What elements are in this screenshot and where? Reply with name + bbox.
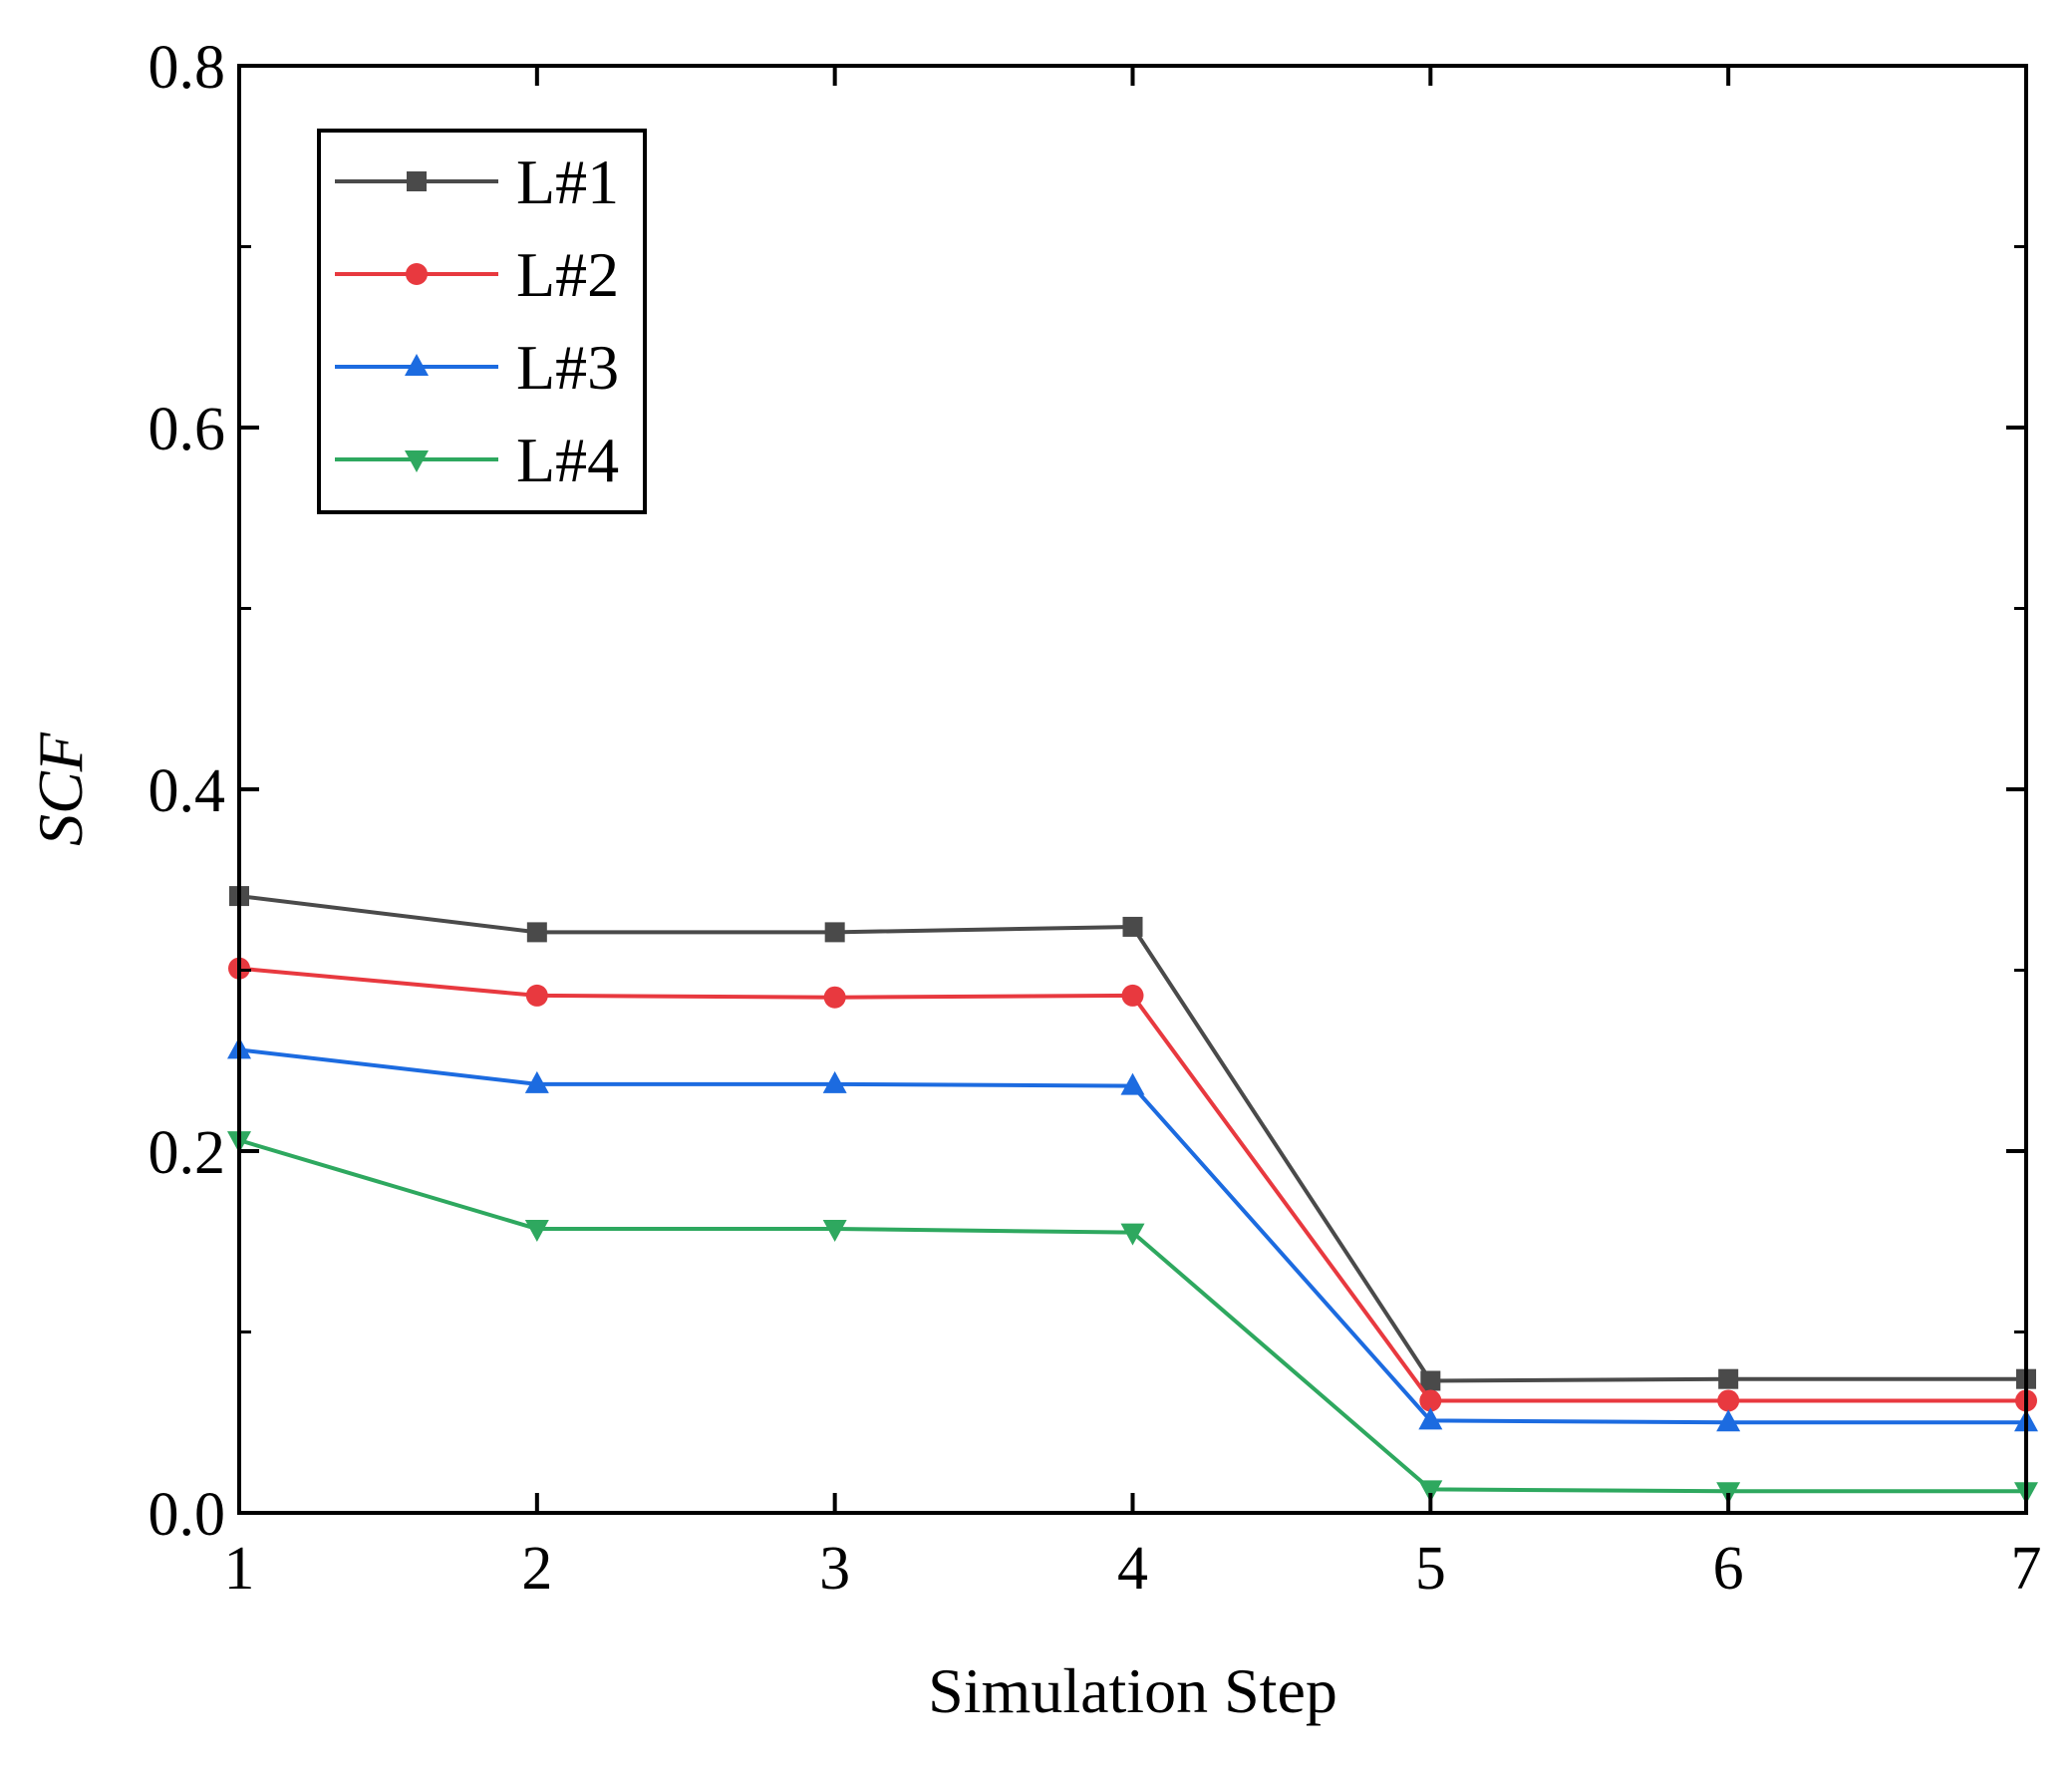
x-tick-label-6: 6 [1713, 1535, 1744, 1603]
legend-marker-1 [407, 171, 427, 191]
series-layer [227, 886, 2038, 1505]
data-point-s2-x2 [525, 984, 548, 1007]
x-tick-label-3: 3 [819, 1535, 850, 1603]
legend-label-2: L#2 [516, 239, 619, 310]
legend-marker-4 [405, 450, 429, 472]
legend-marker-2 [406, 263, 428, 285]
ticks-layer: 1 2 3 4 5 6 7 0.0 0.2 0.4 0.6 0.8 [148, 34, 2042, 1603]
data-point-s4-x5 [1418, 1480, 1443, 1503]
data-point-s1-x3 [824, 922, 845, 943]
data-point-s3-x4 [1120, 1072, 1145, 1095]
legend-label-3: L#3 [516, 332, 619, 403]
y-tick-label-0.8: 0.8 [148, 34, 226, 102]
legend: L#1 L#2 L#3 L#4 [317, 129, 647, 514]
y-tick-label-0.0: 0.0 [148, 1481, 226, 1549]
data-point-s3-x6 [1716, 1409, 1741, 1432]
data-point-s3-x2 [524, 1070, 549, 1093]
y-axis-title: SCF [25, 732, 96, 846]
x-tick-label-5: 5 [1415, 1535, 1446, 1603]
data-point-s2-x3 [823, 986, 846, 1009]
data-point-s1-x5 [1420, 1370, 1441, 1391]
data-point-s2-x4 [1121, 984, 1144, 1007]
x-tick-label-7: 7 [2011, 1535, 2042, 1603]
data-point-s3-x3 [822, 1070, 847, 1093]
y-tick-label-0.4: 0.4 [148, 757, 226, 825]
legend-box [317, 129, 647, 514]
data-point-s1-x4 [1122, 916, 1143, 937]
y-tick-label-0.2: 0.2 [148, 1119, 226, 1187]
data-point-s4-x3 [822, 1220, 847, 1243]
x-tick-label-1: 1 [224, 1535, 255, 1603]
x-tick-label-2: 2 [521, 1535, 552, 1603]
legend-marker-3 [405, 354, 429, 376]
data-point-s4-x2 [524, 1220, 549, 1243]
x-tick-label-4: 4 [1117, 1535, 1148, 1603]
legend-label-1: L#1 [516, 147, 619, 217]
x-axis-title: Simulation Step [928, 1655, 1337, 1726]
data-point-s2-x5 [1419, 1389, 1442, 1412]
data-point-s1-x2 [526, 922, 547, 943]
data-point-s3-x5 [1418, 1407, 1443, 1430]
y-tick-label-0.6: 0.6 [148, 396, 226, 463]
data-point-s2-x6 [1717, 1389, 1740, 1412]
data-point-s1-x6 [1718, 1368, 1739, 1389]
legend-label-4: L#4 [516, 425, 619, 495]
data-point-s4-x4 [1120, 1223, 1145, 1246]
